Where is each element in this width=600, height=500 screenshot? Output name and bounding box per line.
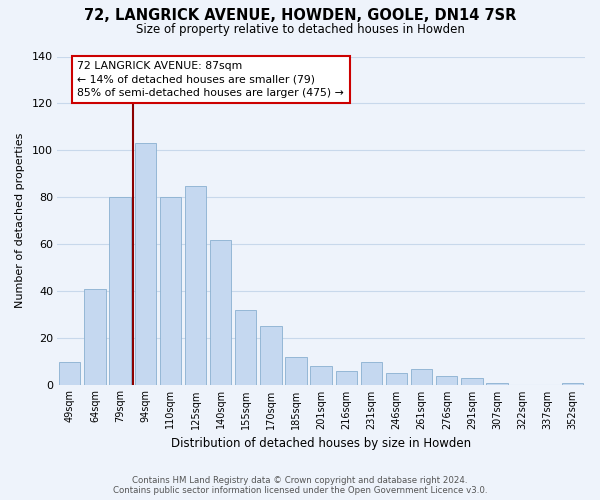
Text: Size of property relative to detached houses in Howden: Size of property relative to detached ho… bbox=[136, 22, 464, 36]
Text: Contains HM Land Registry data © Crown copyright and database right 2024.
Contai: Contains HM Land Registry data © Crown c… bbox=[113, 476, 487, 495]
Bar bbox=[134, 144, 156, 385]
Bar bbox=[411, 368, 433, 385]
Bar bbox=[386, 374, 407, 385]
Bar bbox=[310, 366, 332, 385]
Bar bbox=[487, 383, 508, 385]
Text: 72, LANGRICK AVENUE, HOWDEN, GOOLE, DN14 7SR: 72, LANGRICK AVENUE, HOWDEN, GOOLE, DN14… bbox=[84, 8, 516, 22]
Bar bbox=[185, 186, 206, 385]
Y-axis label: Number of detached properties: Number of detached properties bbox=[15, 133, 25, 308]
Bar bbox=[361, 362, 382, 385]
Bar bbox=[260, 326, 281, 385]
X-axis label: Distribution of detached houses by size in Howden: Distribution of detached houses by size … bbox=[171, 437, 471, 450]
Bar bbox=[461, 378, 482, 385]
Text: 72 LANGRICK AVENUE: 87sqm
← 14% of detached houses are smaller (79)
85% of semi-: 72 LANGRICK AVENUE: 87sqm ← 14% of detac… bbox=[77, 61, 344, 98]
Bar bbox=[59, 362, 80, 385]
Bar bbox=[84, 289, 106, 385]
Bar bbox=[210, 240, 231, 385]
Bar bbox=[160, 198, 181, 385]
Bar bbox=[436, 376, 457, 385]
Bar bbox=[286, 357, 307, 385]
Text: 72 LANGRICK AVENUE: 87sqm: 72 LANGRICK AVENUE: 87sqm bbox=[100, 64, 281, 74]
Bar bbox=[335, 371, 357, 385]
Bar bbox=[235, 310, 256, 385]
Bar bbox=[562, 383, 583, 385]
Bar bbox=[109, 198, 131, 385]
